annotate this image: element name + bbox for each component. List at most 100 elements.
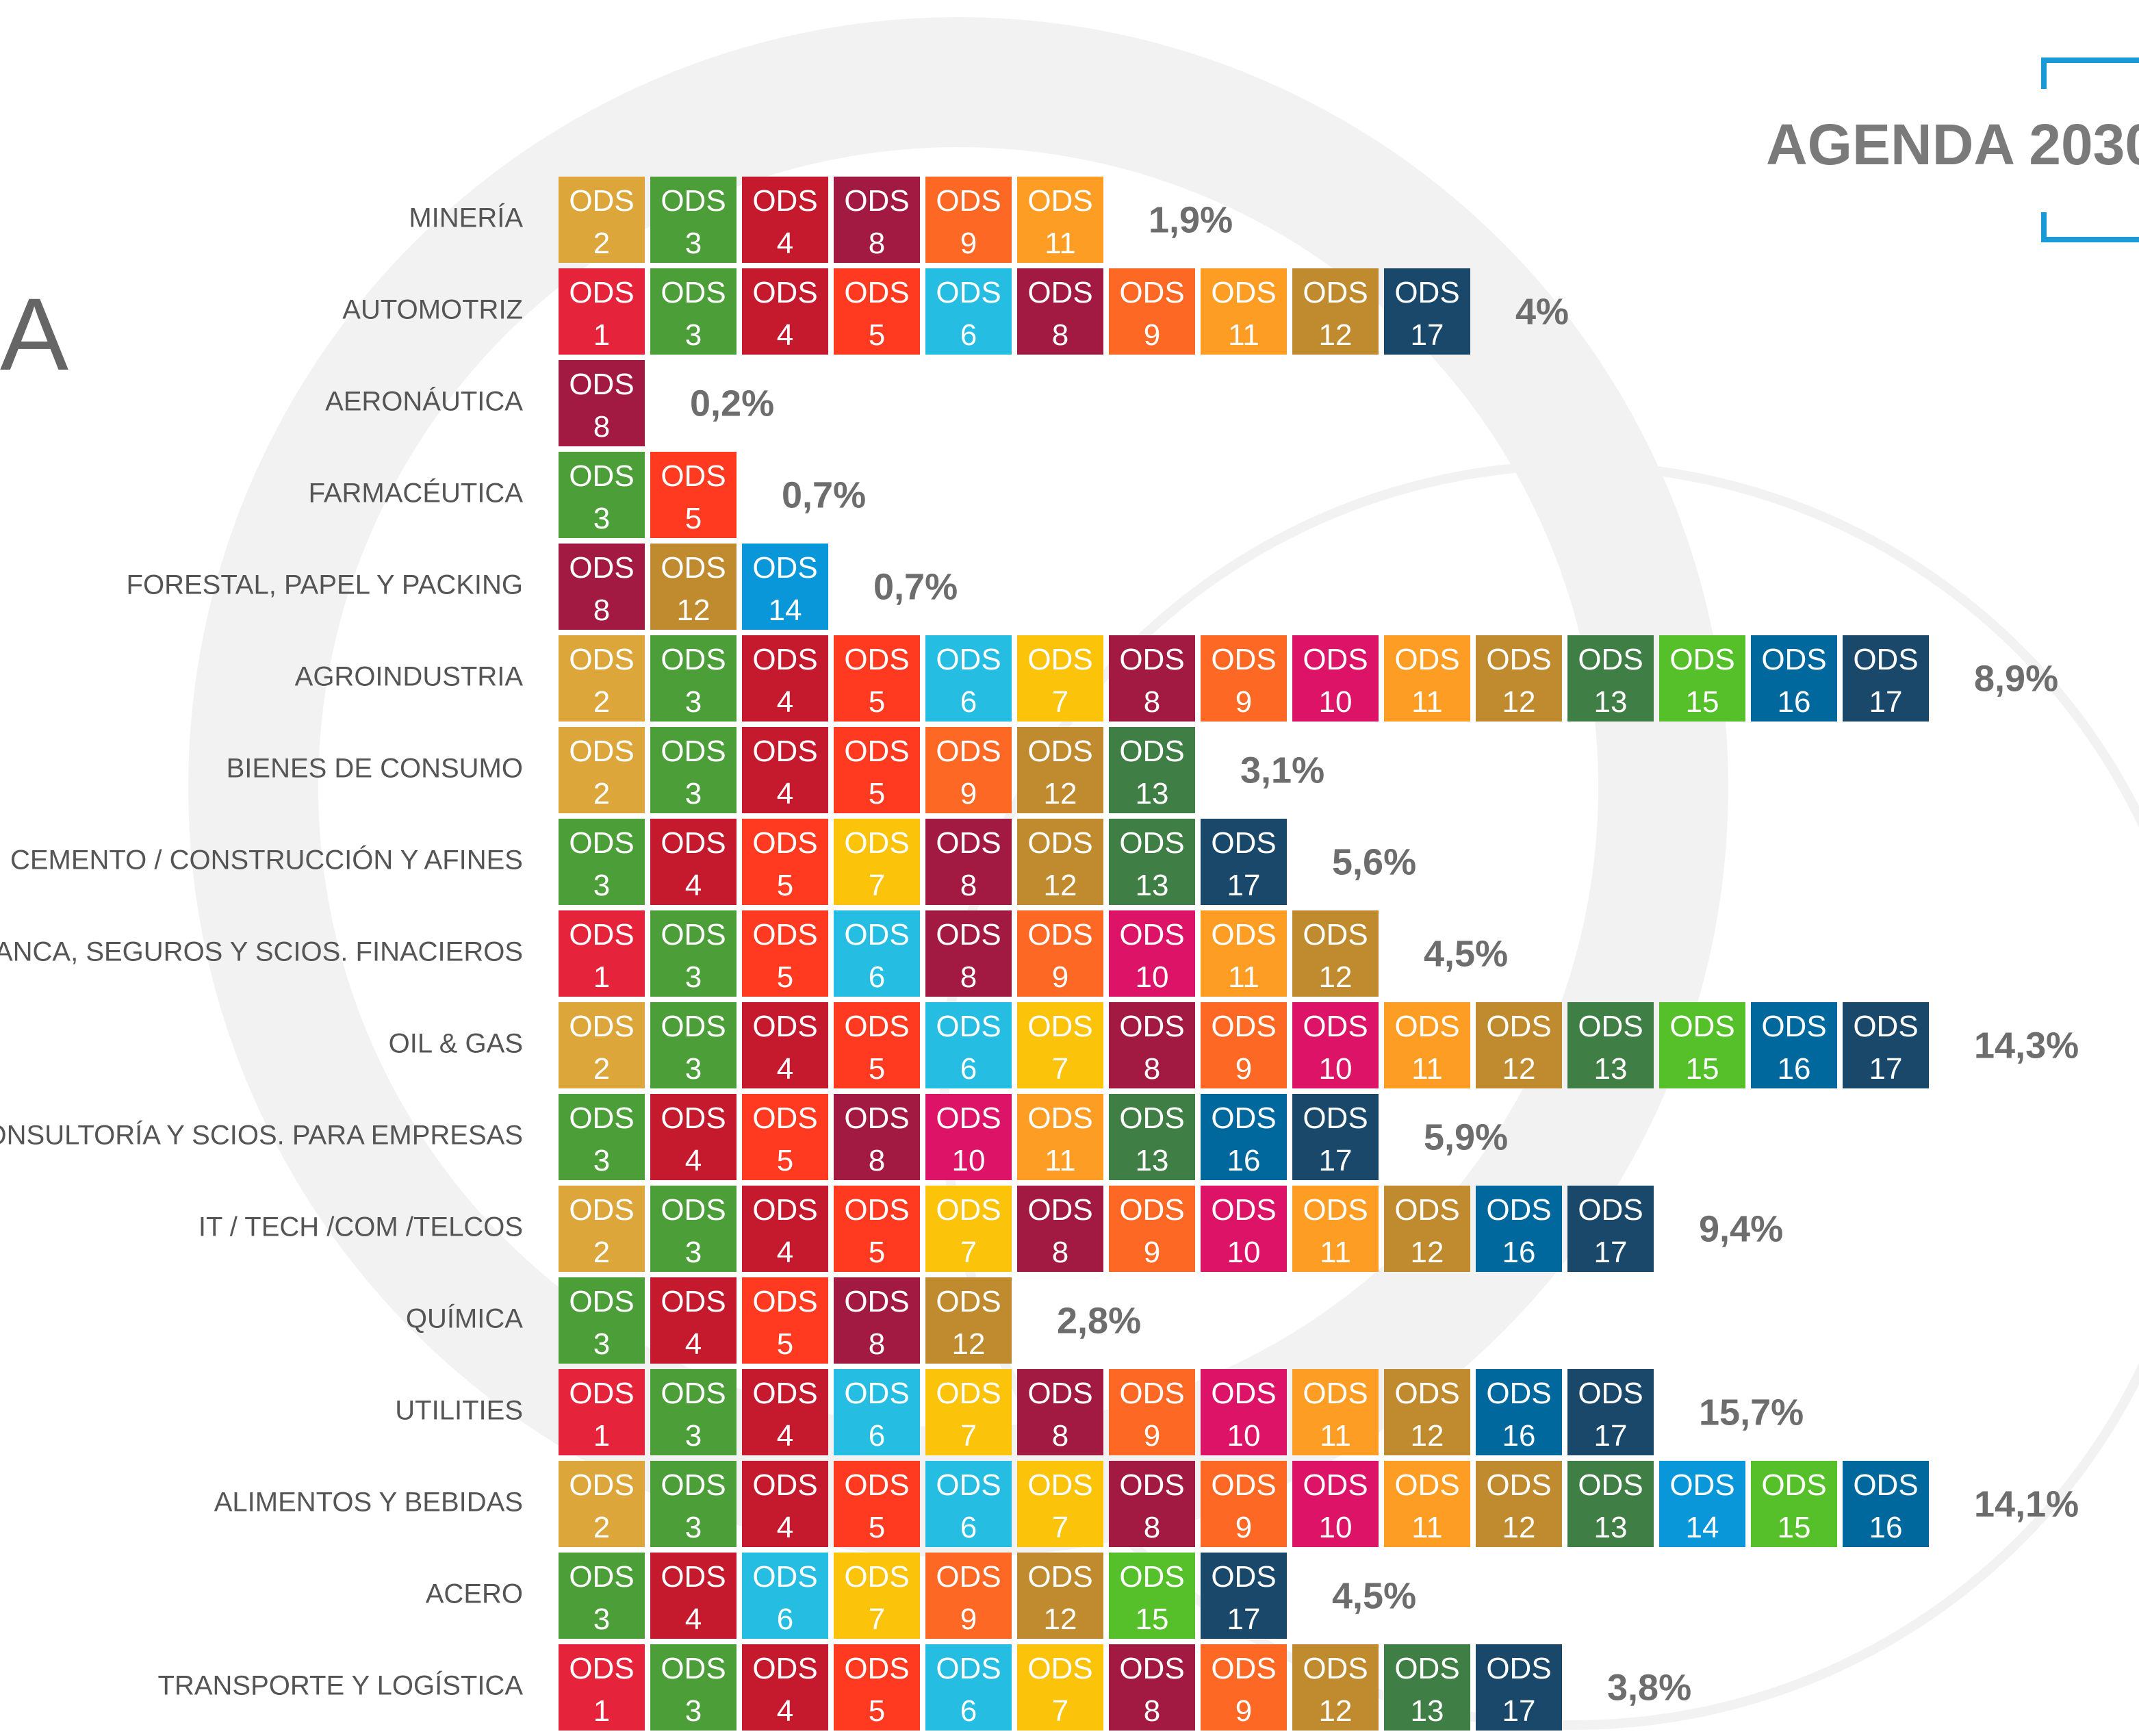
ods-tile: ODS 11 <box>1017 177 1103 263</box>
ods-tile-bg <box>1109 1461 1195 1547</box>
ods-tile: ODS 4 <box>742 1002 828 1088</box>
ods-tile-label: ODS <box>936 826 1001 860</box>
ods-tile: ODS 10 <box>1292 1461 1379 1547</box>
ods-tile-bg <box>1292 910 1379 997</box>
share-label: 4,5% <box>1424 933 1508 974</box>
ods-tile-number: 6 <box>960 1052 977 1086</box>
ods-tile: ODS 3 <box>650 910 737 997</box>
ods-tile: ODS 17 <box>1201 1553 1287 1639</box>
ods-tile-bg <box>1017 1369 1103 1455</box>
share-label: 0,2% <box>690 383 774 424</box>
ods-tile-number: 13 <box>1136 869 1169 902</box>
ods-tile-bg <box>650 268 737 355</box>
ods-tile-number: 16 <box>1869 1511 1903 1544</box>
ods-tile-label: ODS <box>936 184 1001 218</box>
ods-tile-bg <box>559 635 645 722</box>
ods-tile-bg <box>1476 1461 1562 1547</box>
ods-tile-label: ODS <box>569 1285 634 1318</box>
ods-tile-label: ODS <box>1853 1010 1918 1043</box>
ods-tile-label: ODS <box>1394 643 1459 676</box>
ods-tile-bg <box>1201 1461 1287 1547</box>
ods-tile-bg <box>1659 1461 1745 1547</box>
ods-tile: ODS 8 <box>925 819 1012 905</box>
ods-tile-label: ODS <box>661 1560 726 1594</box>
ods-tile-bg <box>742 177 828 263</box>
ods-tile: ODS 5 <box>834 1644 920 1731</box>
ods-tile-number: 8 <box>869 227 885 260</box>
ods-tile: ODS 9 <box>1017 910 1103 997</box>
ods-tile-bg <box>742 635 828 722</box>
ods-tile-bg <box>834 910 920 997</box>
ods-tile: ODS 7 <box>834 819 920 905</box>
ods-tile-label: ODS <box>569 1652 634 1685</box>
ods-tile-number: 9 <box>1144 318 1160 352</box>
ods-tile-bg <box>1201 1094 1287 1180</box>
ods-tile: ODS 13 <box>1567 1461 1654 1547</box>
sector-label: QUÍMICA <box>406 1303 523 1334</box>
ods-tile-bg <box>1476 1369 1562 1455</box>
ods-tile: ODS 10 <box>1292 1002 1379 1088</box>
ods-tile-label: ODS <box>1119 1468 1184 1502</box>
ods-tile-label: ODS <box>1027 1010 1092 1043</box>
ods-tile-bg <box>1751 1461 1837 1547</box>
ods-tile-label: ODS <box>844 826 909 860</box>
ods-tile-label: ODS <box>1761 643 1826 676</box>
sector-label: BIENES DE CONSUMO <box>227 754 523 784</box>
ods-tile-label: ODS <box>1578 1193 1643 1227</box>
ods-tile: ODS 5 <box>834 1002 920 1088</box>
ods-tile-bg <box>834 1094 920 1180</box>
ods-tile: ODS 6 <box>925 1461 1012 1547</box>
ods-tile: ODS 7 <box>925 1369 1012 1455</box>
ods-tile-label: ODS <box>752 1560 817 1594</box>
ods-tile-bg <box>742 1644 828 1731</box>
ods-tile-bg <box>559 544 645 630</box>
ods-tile-label: ODS <box>1761 1468 1826 1502</box>
ods-tile: ODS 11 <box>1201 910 1287 997</box>
ods-tile-number: 2 <box>593 1236 610 1269</box>
ods-tile-number: 16 <box>1778 1052 1811 1086</box>
sector-label: ACERO <box>426 1579 523 1609</box>
ods-tile: ODS 9 <box>925 1553 1012 1639</box>
ods-tile-label: ODS <box>1211 1652 1276 1685</box>
ods-tile-number: 3 <box>685 1419 702 1453</box>
ods-tile: ODS 3 <box>559 1553 645 1639</box>
ods-tile-number: 7 <box>869 1603 885 1636</box>
ods-tile: ODS 10 <box>1201 1369 1287 1455</box>
ods-tile-number: 17 <box>1594 1236 1628 1269</box>
ods-tile: ODS 8 <box>925 910 1012 997</box>
ods-tile-number: 6 <box>869 960 885 994</box>
ods-tile: ODS 7 <box>925 1186 1012 1272</box>
ods-tile-label: ODS <box>936 1010 1001 1043</box>
sector-label: AGROINDUSTRIA <box>295 662 524 692</box>
ods-tile-label: ODS <box>569 1560 634 1594</box>
ods-tile-number: 17 <box>1227 869 1261 902</box>
ods-tile-bg <box>1201 1186 1287 1272</box>
ods-tile-bg <box>834 1277 920 1364</box>
ods-tile: ODS 4 <box>742 635 828 722</box>
ods-tile-number: 16 <box>1502 1419 1536 1453</box>
ods-tile-bg <box>1292 635 1379 722</box>
ods-tile-number: 14 <box>1686 1511 1719 1544</box>
ods-tile-number: 7 <box>1052 1052 1068 1086</box>
ods-tile-label: ODS <box>661 551 726 585</box>
ods-tile-label: ODS <box>1027 1101 1092 1135</box>
ods-tile-number: 4 <box>777 1236 793 1269</box>
ods-tile-label: ODS <box>569 1193 634 1227</box>
ods-tile-number: 5 <box>685 502 702 535</box>
ods-tile-bg <box>1567 1461 1654 1547</box>
ods-tile: ODS 9 <box>1201 1644 1287 1731</box>
sector-label: OIL & GAS <box>389 1029 523 1059</box>
ods-tile-bg <box>742 1002 828 1088</box>
sector-row: TRANSPORTE Y LOGÍSTICAODS1ODS3ODS4ODS5OD… <box>158 1644 1691 1731</box>
ods-tile-bg <box>925 1002 1012 1088</box>
sector-row: UTILITIESODS1ODS3ODS4ODS6ODS7ODS8ODS9ODS… <box>395 1369 1804 1455</box>
ods-tile: ODS 4 <box>650 1277 737 1364</box>
ods-tile: ODS 11 <box>1384 1461 1470 1547</box>
ods-tile: ODS 5 <box>834 1186 920 1272</box>
ods-tile-label: ODS <box>844 1560 909 1594</box>
ods-tile-number: 9 <box>1144 1236 1160 1269</box>
ods-tile: ODS 4 <box>742 268 828 355</box>
ods-tile-number: 15 <box>1136 1603 1169 1636</box>
ods-tile: ODS 1 <box>559 1644 645 1731</box>
ods-tile-label: ODS <box>661 1101 726 1135</box>
